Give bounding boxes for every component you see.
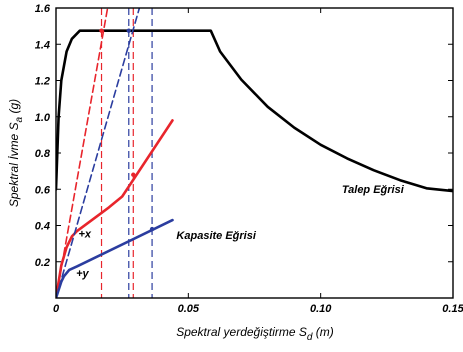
x-tick-label-1: 0.05 xyxy=(178,303,200,315)
series-line-0 xyxy=(56,29,453,193)
performance-point-2 xyxy=(126,28,131,33)
series-line-3 xyxy=(56,8,109,298)
annotation-label-0: Talep Eğrisi xyxy=(342,184,405,196)
y-tick-label-6: 1.4 xyxy=(35,39,50,51)
y-axis-label-unit: (g) xyxy=(7,99,21,117)
y-tick-label-2: 0.6 xyxy=(35,184,51,196)
performance-point-1 xyxy=(131,172,136,177)
y-tick-label-1: 0.4 xyxy=(35,221,50,233)
y-tick-label-0: 0.2 xyxy=(35,257,50,269)
series-line-2 xyxy=(56,218,174,298)
series-group xyxy=(56,8,453,298)
x-tick-label-3: 0.15 xyxy=(442,303,463,315)
x-axis-label: Spektral yerdeğiştirme Sd (m) xyxy=(176,325,334,343)
annotation-label-1: Kapasite Eğrisi xyxy=(176,230,256,242)
annotation-layer: Talep Eğrisi Kapasite Eğrisi +x +y xyxy=(76,184,405,280)
y-axis-label-subscript: a xyxy=(14,116,25,122)
y-tick-label-7: 1.6 xyxy=(35,3,51,15)
x-axis-label-subscript: d xyxy=(307,332,313,343)
annotation-label-3: +y xyxy=(76,268,89,280)
performance-point-3 xyxy=(149,226,155,232)
x-axis-label-main: Spektral yerdeğiştirme S xyxy=(176,325,307,339)
ticks-layer: 0 0.05 0.10 0.15 0.2 0.4 0.6 0.8 1.0 1.2 1.4 1.6 xyxy=(35,3,463,315)
y-tick-label-3: 0.8 xyxy=(35,148,51,160)
y-tick-label-4: 1.0 xyxy=(35,112,51,124)
y-axis-label: Spektral İvme Sa (g) xyxy=(7,99,25,207)
x-axis-label-unit: (m) xyxy=(312,325,333,339)
performance-point-0 xyxy=(99,28,104,33)
y-tick-label-5: 1.2 xyxy=(35,76,50,88)
plot-layer xyxy=(56,8,453,298)
series-line-1 xyxy=(56,119,174,298)
series-line-4 xyxy=(56,8,141,298)
x-tick-label-2: 0.10 xyxy=(310,303,332,315)
plot-frame xyxy=(55,7,454,299)
x-tick-label-0: 0 xyxy=(53,303,60,315)
y-axis-label-main: Spektral İvme S xyxy=(7,122,21,207)
annotation-label-2: +x xyxy=(78,228,91,240)
